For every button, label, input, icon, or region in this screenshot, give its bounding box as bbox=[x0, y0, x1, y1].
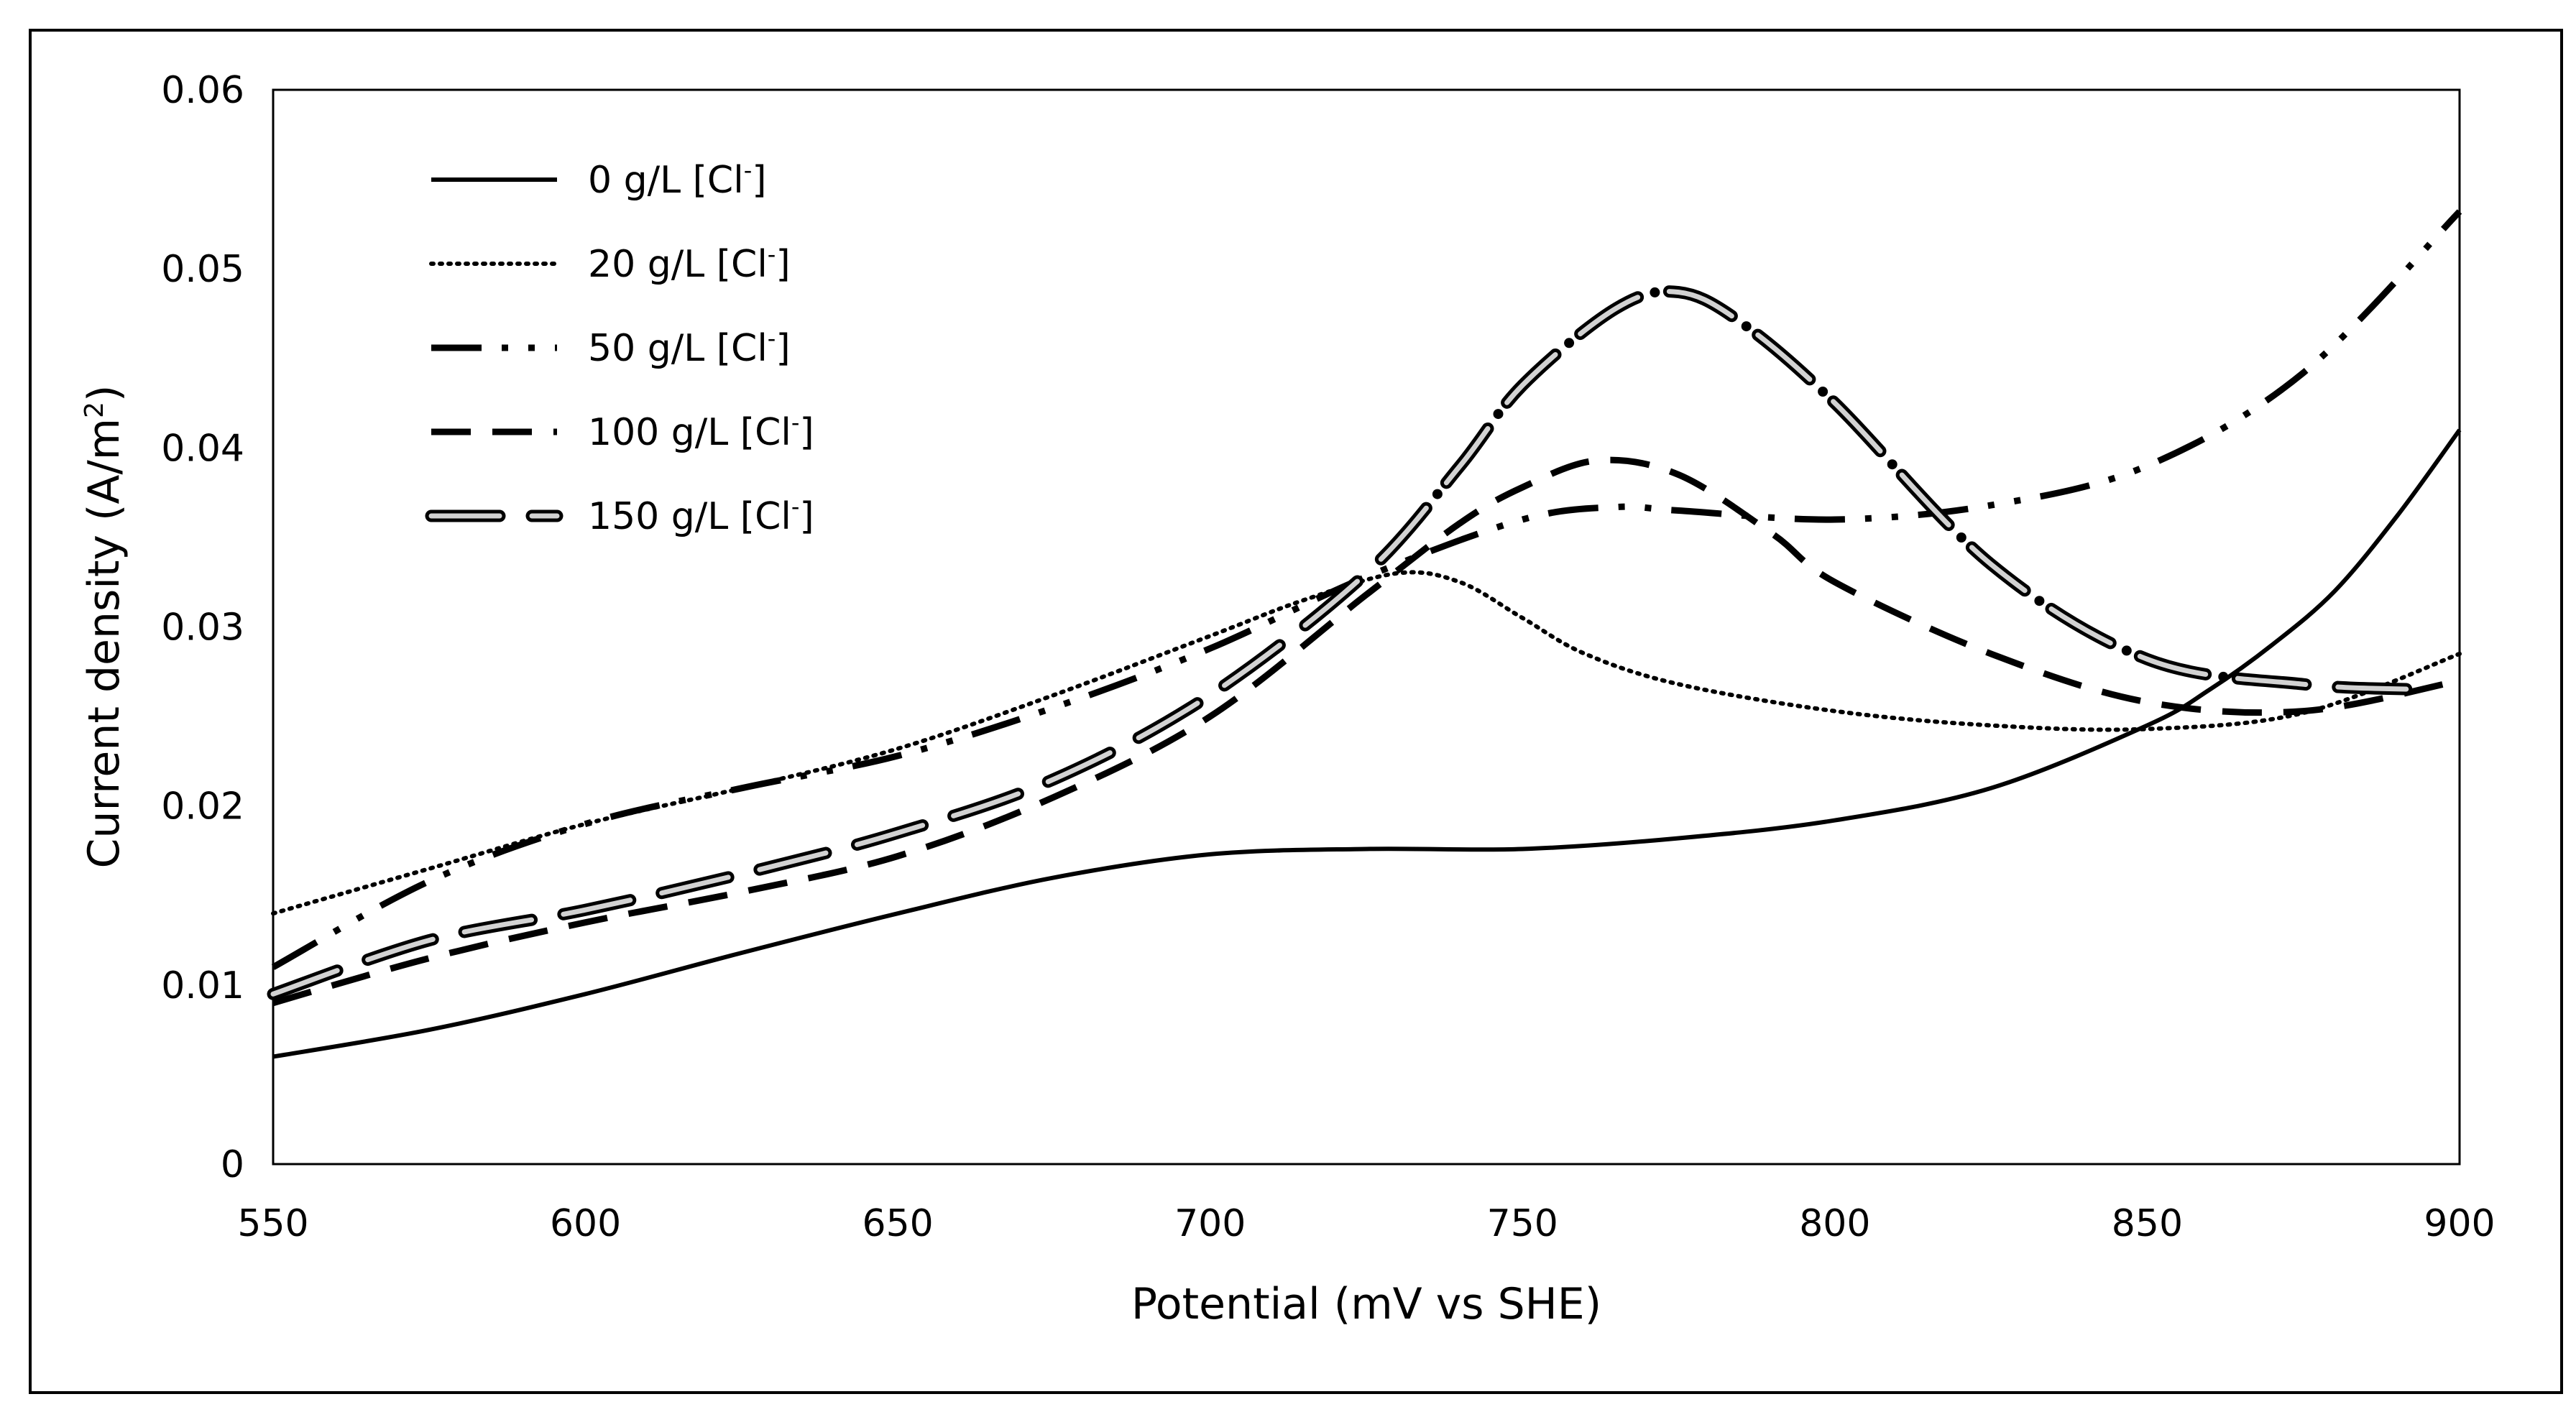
legend-label-sup: - bbox=[768, 241, 776, 268]
series-marker-dot bbox=[1564, 338, 1575, 349]
figure-frame bbox=[29, 29, 2563, 1394]
x-tick-label: 750 bbox=[1487, 1202, 1558, 1245]
legend-label-sup: - bbox=[791, 409, 800, 436]
series-path bbox=[271, 209, 2462, 970]
legend-label: 100 g/L [Cl-] bbox=[588, 409, 814, 454]
y-axis-title-main: Current density (A/m bbox=[79, 418, 129, 869]
series-marker-dot bbox=[2218, 671, 2229, 682]
legend-label-end: ] bbox=[776, 243, 790, 286]
series-line-2 bbox=[271, 209, 2462, 970]
y-tick-label: 0 bbox=[221, 1143, 244, 1186]
x-tick-label: 550 bbox=[237, 1202, 308, 1245]
y-tick-label: 0.06 bbox=[161, 69, 244, 112]
y-axis-ticks: 0 0.01 0.02 0.03 0.04 0.05 0.06 bbox=[161, 69, 244, 1186]
series-marker-dot bbox=[1493, 409, 1504, 420]
series-layer bbox=[267, 209, 2462, 1059]
legend-label-end: ] bbox=[799, 495, 814, 538]
x-tick-label: 900 bbox=[2424, 1202, 2495, 1245]
legend-label-sup: - bbox=[768, 325, 776, 352]
series-marker-dot bbox=[2034, 596, 2045, 606]
legend-item-4: 150 g/L [Cl-] bbox=[425, 493, 814, 538]
x-tick-label: 600 bbox=[550, 1202, 621, 1245]
series-marker-dot bbox=[2121, 645, 2132, 656]
legend-label-end: ] bbox=[752, 159, 766, 202]
x-tick-label: 700 bbox=[1174, 1202, 1246, 1245]
series-line-4 bbox=[267, 285, 2434, 1000]
y-axis-title: Current density (A/m2) bbox=[79, 385, 129, 869]
y-axis-title-sup: 2 bbox=[80, 402, 109, 418]
x-axis-ticks: 550 600 650 700 750 800 850 900 bbox=[237, 1202, 2495, 1245]
legend-label: 0 g/L [Cl-] bbox=[588, 157, 767, 202]
legend-label-main: 20 g/L [Cl bbox=[588, 243, 768, 286]
series-marker-dot bbox=[1650, 287, 1660, 297]
x-tick-label: 800 bbox=[1799, 1202, 1870, 1245]
legend-label: 20 g/L [Cl-] bbox=[588, 241, 791, 286]
x-axis-title: Potential (mV vs SHE) bbox=[1131, 1279, 1601, 1329]
legend-label-end: ] bbox=[776, 327, 790, 370]
series-line-0 bbox=[272, 428, 2462, 1059]
legend-label-main: 100 g/L [Cl bbox=[588, 411, 791, 454]
series-marker-dot bbox=[1887, 459, 1898, 470]
y-tick-label: 0.01 bbox=[161, 964, 244, 1007]
legend-label: 50 g/L [Cl-] bbox=[588, 325, 791, 370]
legend-item-0: 0 g/L [Cl-] bbox=[431, 157, 767, 202]
series-marker-dot bbox=[1741, 321, 1752, 332]
legend-label-main: 0 g/L [Cl bbox=[588, 159, 744, 202]
series-line-3 bbox=[272, 456, 2460, 1007]
series-path bbox=[272, 456, 2460, 1007]
legend-item-1: 20 g/L [Cl-] bbox=[429, 241, 791, 286]
series-marker-dot bbox=[1956, 532, 1966, 543]
series-path bbox=[272, 428, 2462, 1059]
x-tick-label: 650 bbox=[862, 1202, 934, 1245]
plot-area bbox=[272, 88, 2461, 1166]
legend: 0 g/L [Cl-]20 g/L [Cl-]50 g/L [Cl-]100 g… bbox=[425, 157, 814, 538]
legend-label-sup: - bbox=[791, 493, 800, 520]
series-path bbox=[270, 289, 2431, 997]
legend-label: 150 g/L [Cl-] bbox=[588, 493, 814, 538]
x-tick-label: 850 bbox=[2112, 1202, 2183, 1245]
legend-item-2: 50 g/L [Cl-] bbox=[431, 325, 791, 370]
legend-label-main: 50 g/L [Cl bbox=[588, 327, 768, 370]
series-marker-dot bbox=[1818, 387, 1828, 397]
series-marker-dot bbox=[1432, 489, 1443, 499]
legend-label-end: ] bbox=[799, 411, 814, 454]
y-tick-label: 0.05 bbox=[161, 248, 244, 291]
y-tick-label: 0.04 bbox=[161, 427, 244, 470]
legend-item-3: 100 g/L [Cl-] bbox=[431, 409, 814, 454]
series-path bbox=[271, 570, 2462, 916]
y-tick-label: 0.03 bbox=[161, 606, 244, 650]
y-tick-label: 0.02 bbox=[161, 785, 244, 829]
legend-label-main: 150 g/L [Cl bbox=[588, 495, 791, 538]
legend-label-sup: - bbox=[744, 157, 753, 184]
series-line-1 bbox=[271, 570, 2462, 916]
y-axis-title-end: ) bbox=[79, 385, 129, 402]
